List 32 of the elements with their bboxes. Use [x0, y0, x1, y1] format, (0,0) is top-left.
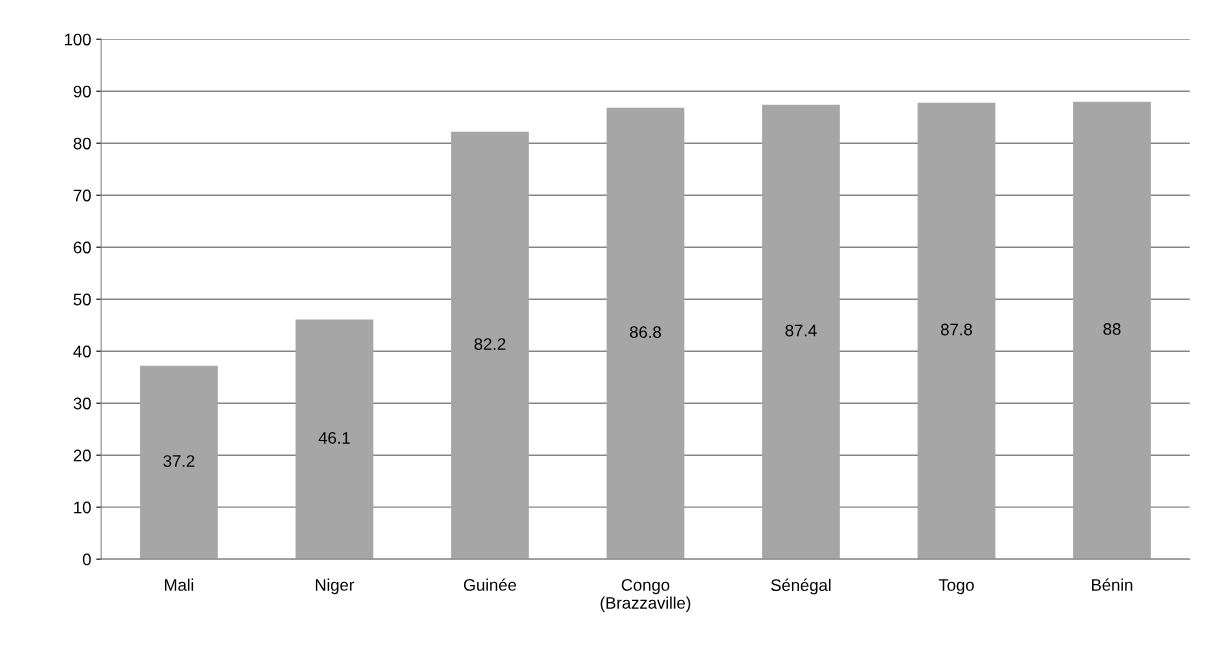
data-label: 87.8	[940, 323, 972, 336]
bar	[295, 319, 374, 560]
x-tick-label: Sénégal	[771, 578, 831, 595]
data-label: 86.8	[629, 326, 661, 338]
data-label: 46.1	[318, 432, 350, 444]
x-tick-label: Congo (Brazzaville)	[600, 579, 691, 613]
x-tick-label: Bénin	[1092, 578, 1133, 591]
y-tick-label: 0	[82, 553, 91, 566]
x-tick-label: Guinée	[463, 578, 517, 591]
y-tick-label: 30	[73, 397, 91, 410]
data-label: 87.4	[785, 324, 817, 337]
x-tick-label: Togo	[938, 579, 974, 595]
data-label: 37.2	[163, 455, 195, 467]
y-tick-label: 70	[73, 189, 91, 202]
data-label: 82.2	[474, 338, 506, 350]
y-tick-label: 20	[73, 449, 91, 462]
x-tick-label: Niger	[315, 578, 355, 595]
bar	[606, 107, 685, 560]
bar	[1073, 101, 1151, 560]
y-tick-label: 60	[73, 241, 91, 254]
bar	[917, 102, 996, 560]
y-tick-label: 80	[73, 137, 91, 150]
x-tick-label: Mali	[165, 578, 194, 591]
bar	[140, 365, 218, 560]
data-label: 88	[1103, 323, 1121, 335]
y-tick-label: 40	[73, 345, 91, 358]
y-tick-label: 100	[64, 33, 91, 46]
bar	[451, 131, 529, 560]
y-tick-label: 50	[73, 293, 91, 306]
y-tick-label: 90	[73, 85, 91, 98]
bar	[762, 104, 840, 560]
y-tick-label: 10	[74, 501, 91, 514]
